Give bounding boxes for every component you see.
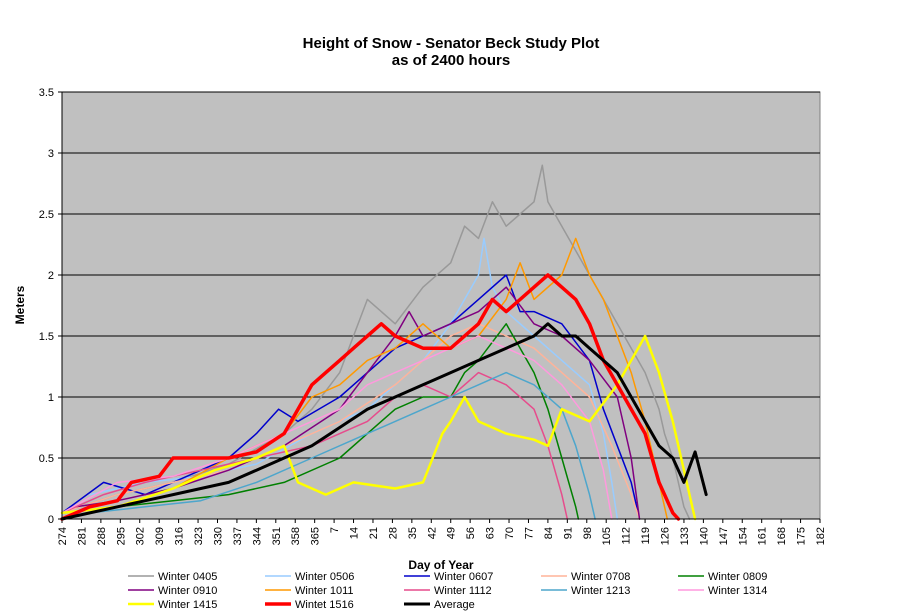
series-lines bbox=[60, 164, 708, 521]
x-tick-label-26: 91 bbox=[562, 527, 574, 539]
legend-label-9: Winter 1314 bbox=[708, 585, 767, 597]
series-line-0 bbox=[61, 164, 691, 520]
x-tick-label-34: 147 bbox=[718, 527, 730, 545]
series-line-12 bbox=[60, 322, 708, 521]
y-tick-label-4: 2 bbox=[48, 270, 54, 282]
x-tick-label-18: 35 bbox=[407, 527, 419, 539]
x-tick-label-2: 288 bbox=[96, 527, 108, 545]
y-tick-label-6: 3 bbox=[48, 148, 54, 160]
x-tick-label-9: 337 bbox=[232, 527, 244, 545]
x-tick-label-38: 175 bbox=[796, 527, 808, 545]
legend-label-5: Winter 0910 bbox=[158, 585, 217, 597]
y-tick-label-1: 0.5 bbox=[39, 453, 54, 465]
legend-label-4: Winter 0809 bbox=[708, 571, 767, 583]
x-tick-label-0: 274 bbox=[57, 527, 69, 545]
x-axis-ticks: 274 281 288 295 302 309 316 323 330 337 344 351 358 3… bbox=[57, 519, 827, 545]
x-tick-label-17: 28 bbox=[387, 527, 399, 539]
x-tick-label-10: 344 bbox=[251, 527, 263, 545]
x-tick-label-7: 323 bbox=[193, 527, 205, 545]
x-tick-label-21: 56 bbox=[465, 527, 477, 539]
x-tick-label-23: 70 bbox=[504, 527, 516, 539]
plot-area bbox=[61, 91, 821, 520]
series-line-10 bbox=[60, 334, 697, 521]
legend-label-8: Winter 1213 bbox=[571, 585, 630, 597]
series-line-8 bbox=[89, 371, 596, 520]
y-tick-label-2: 1 bbox=[48, 392, 54, 404]
x-tick-label-11: 351 bbox=[271, 527, 283, 545]
x-tick-label-35: 154 bbox=[737, 527, 749, 545]
legend-label-1: Winter 0506 bbox=[295, 571, 354, 583]
series-line-11 bbox=[60, 273, 681, 521]
x-tick-label-29: 112 bbox=[621, 527, 633, 545]
chart-subtitle: as of 2400 hours bbox=[392, 52, 510, 69]
x-tick-label-22: 63 bbox=[485, 527, 497, 539]
x-tick-label-3: 295 bbox=[115, 527, 127, 545]
legend-label-7: Winter 1112 bbox=[434, 585, 492, 597]
x-tick-label-8: 330 bbox=[212, 527, 224, 545]
x-tick-label-4: 302 bbox=[135, 527, 147, 545]
x-tick-label-31: 126 bbox=[660, 527, 672, 545]
series-line-1 bbox=[89, 237, 619, 520]
x-tick-label-1: 281 bbox=[76, 527, 88, 545]
series-line-9 bbox=[61, 335, 613, 520]
y-tick-label-3: 1.5 bbox=[39, 331, 54, 343]
legend-label-2: Winter 0607 bbox=[434, 571, 493, 583]
chart-title: Height of Snow - Senator Beck Study Plot bbox=[303, 35, 600, 52]
y-axis-ticks: 0 0.5 1 1.5 2 2.5 3 3.5 bbox=[39, 87, 62, 526]
x-tick-label-16: 21 bbox=[368, 527, 380, 539]
legend-label-11: Wintet 1516 bbox=[295, 599, 354, 611]
x-tick-label-30: 119 bbox=[640, 527, 652, 545]
legend-label-12: Average bbox=[434, 599, 475, 611]
legend: Winter 0405 Winter 0506 Winter 0607 Winter … bbox=[128, 571, 767, 611]
x-tick-label-15: 14 bbox=[349, 527, 361, 539]
x-tick-label-14: 7 bbox=[329, 527, 341, 533]
x-tick-label-25: 84 bbox=[543, 527, 555, 539]
legend-label-10: Winter 1415 bbox=[158, 599, 217, 611]
x-tick-label-39: 182 bbox=[815, 527, 827, 545]
x-tick-label-6: 316 bbox=[174, 527, 186, 545]
x-tick-label-13: 365 bbox=[310, 527, 322, 545]
legend-label-3: Winter 0708 bbox=[571, 571, 630, 583]
series-line-5 bbox=[75, 286, 641, 520]
y-tick-label-7: 3.5 bbox=[39, 87, 54, 99]
y-tick-label-0: 0 bbox=[48, 514, 54, 526]
x-tick-label-20: 49 bbox=[446, 527, 458, 539]
x-tick-label-19: 42 bbox=[426, 527, 438, 539]
y-axis-label: Meters bbox=[13, 285, 27, 324]
x-tick-label-12: 358 bbox=[290, 527, 302, 545]
x-tick-label-27: 98 bbox=[582, 527, 594, 539]
legend-label-0: Winter 0405 bbox=[158, 571, 217, 583]
x-tick-label-37: 168 bbox=[776, 527, 788, 545]
x-tick-label-36: 161 bbox=[757, 527, 769, 545]
x-tick-label-5: 309 bbox=[154, 527, 166, 545]
x-tick-label-28: 105 bbox=[601, 527, 613, 545]
legend-label-6: Winter 1011 bbox=[295, 585, 354, 597]
y-tick-label-5: 2.5 bbox=[39, 209, 54, 221]
x-axis-label: Day of Year bbox=[408, 558, 473, 572]
x-tick-label-24: 77 bbox=[523, 527, 535, 539]
x-tick-label-32: 133 bbox=[679, 527, 691, 545]
x-tick-label-33: 140 bbox=[698, 527, 710, 545]
